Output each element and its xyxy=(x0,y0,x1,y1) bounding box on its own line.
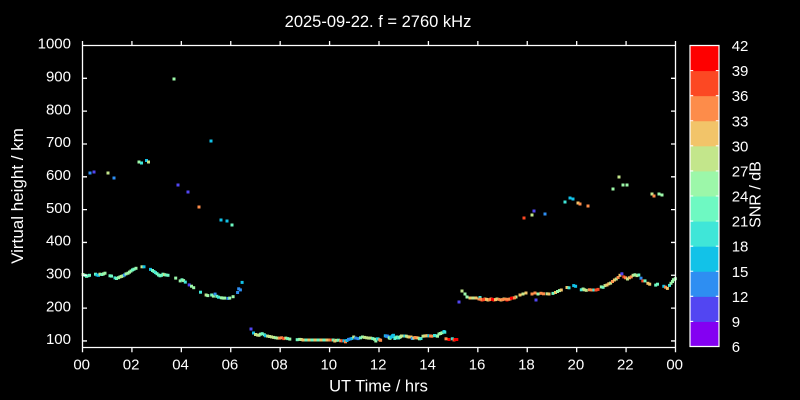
svg-text:33: 33 xyxy=(732,113,749,130)
svg-text:900: 900 xyxy=(46,69,71,86)
svg-text:12: 12 xyxy=(732,289,749,306)
svg-text:27: 27 xyxy=(732,163,749,180)
svg-text:9: 9 xyxy=(732,314,740,331)
svg-text:21: 21 xyxy=(732,214,749,231)
svg-text:20: 20 xyxy=(568,357,585,374)
svg-text:24: 24 xyxy=(732,189,749,206)
svg-text:04: 04 xyxy=(172,357,189,374)
svg-text:15: 15 xyxy=(732,264,749,281)
svg-text:30: 30 xyxy=(732,138,749,155)
svg-text:02: 02 xyxy=(123,357,140,374)
svg-text:6: 6 xyxy=(732,339,740,356)
svg-text:00: 00 xyxy=(666,357,683,374)
svg-text:300: 300 xyxy=(46,265,71,282)
svg-text:42: 42 xyxy=(732,38,749,55)
svg-text:1000: 1000 xyxy=(38,36,71,53)
svg-text:06: 06 xyxy=(222,357,239,374)
svg-text:36: 36 xyxy=(732,88,749,105)
svg-text:100: 100 xyxy=(46,331,71,348)
svg-text:800: 800 xyxy=(46,101,71,118)
svg-text:UT Time / hrs: UT Time / hrs xyxy=(329,377,428,395)
svg-text:16: 16 xyxy=(469,357,486,374)
svg-text:10: 10 xyxy=(320,357,337,374)
svg-text:SNR / dB: SNR / dB xyxy=(748,161,765,228)
svg-text:600: 600 xyxy=(46,167,71,184)
svg-text:14: 14 xyxy=(419,357,436,374)
svg-text:18: 18 xyxy=(732,239,749,256)
svg-text:08: 08 xyxy=(271,357,288,374)
svg-text:12: 12 xyxy=(370,357,387,374)
svg-text:700: 700 xyxy=(46,134,71,151)
svg-text:500: 500 xyxy=(46,200,71,217)
svg-text:Virtual height / km: Virtual height / km xyxy=(8,128,27,264)
svg-text:00: 00 xyxy=(73,357,90,374)
svg-text:18: 18 xyxy=(518,357,535,374)
svg-text:200: 200 xyxy=(46,298,71,315)
svg-text:39: 39 xyxy=(732,63,749,80)
svg-text:400: 400 xyxy=(46,233,71,250)
svg-text:22: 22 xyxy=(617,357,634,374)
svg-text:2025-09-22. f = 2760 kHz: 2025-09-22. f = 2760 kHz xyxy=(285,13,472,31)
